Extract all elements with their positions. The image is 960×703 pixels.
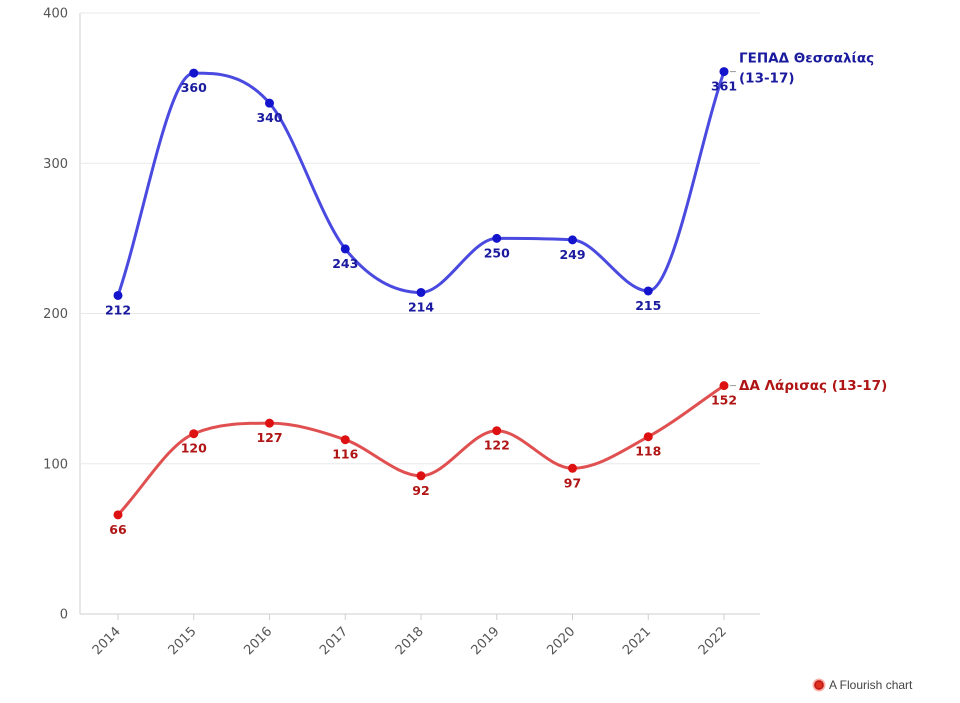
data-label: 152 [711,393,737,408]
data-label: 66 [109,522,127,537]
data-label: 360 [181,80,207,95]
data-point[interactable] [492,233,502,243]
data-point[interactable] [643,432,653,442]
data-label: 97 [564,475,581,490]
data-point[interactable] [643,286,653,296]
x-tick-label: 2019 [469,624,503,658]
x-tick-label: 2022 [696,624,730,658]
x-tick-label: 2017 [317,624,351,658]
data-label: 118 [635,444,661,459]
data-point[interactable] [416,471,426,481]
x-tick-label: 2020 [544,624,578,658]
y-tick-label: 400 [43,7,68,22]
data-point[interactable] [113,510,123,520]
data-label: 116 [332,447,358,462]
flourish-credit[interactable]: A Flourish chart [814,678,912,692]
data-point[interactable] [113,290,123,300]
data-label: 215 [635,298,661,313]
y-tick-label: 0 [60,608,68,623]
data-point[interactable] [340,435,350,445]
series-name-label: ΓΕΠΑΔ Θεσσαλίας [739,51,874,67]
data-point[interactable] [568,463,577,473]
data-label: 127 [256,430,282,445]
series-line [116,70,726,297]
data-point[interactable] [719,381,729,391]
y-tick-label: 100 [43,457,68,472]
y-tick-label: 300 [43,157,68,172]
data-label: 92 [412,483,429,498]
data-label: 340 [256,110,282,125]
data-point[interactable] [189,68,199,78]
credit-text: A Flourish chart [829,678,913,692]
flourish-logo-icon [814,680,824,690]
x-tick-label: 2015 [166,624,200,658]
data-point[interactable] [719,67,729,77]
data-label: 243 [332,256,358,271]
data-point[interactable] [265,418,274,428]
data-label: 249 [559,247,585,262]
series-name-label: ΔΑ Λάρισας (13-17) [739,378,887,394]
x-tick-label: 2018 [393,624,427,658]
data-point[interactable] [492,426,502,436]
data-label: 361 [711,79,737,94]
y-axis: 0 100 200 300 400 [43,7,68,623]
x-tick-label: 2014 [90,624,124,658]
x-tick-label: 2016 [241,624,275,658]
data-point[interactable] [568,235,577,245]
data-label: 122 [484,438,510,453]
data-label: 214 [408,299,434,314]
data-label: 120 [181,441,207,456]
x-tick-label: 2021 [620,624,654,658]
y-tick-label: 200 [43,307,68,322]
data-point[interactable] [416,287,426,297]
series-name-suffix: (13-17) [739,71,795,87]
data-point[interactable] [189,429,199,439]
data-point[interactable] [265,98,274,108]
data-point[interactable] [340,244,350,254]
x-axis: 2014 2015 2016 2017 2018 2019 2020 2021 2022 [90,614,730,658]
data-label: 212 [105,302,131,317]
data-label: 250 [484,245,510,260]
